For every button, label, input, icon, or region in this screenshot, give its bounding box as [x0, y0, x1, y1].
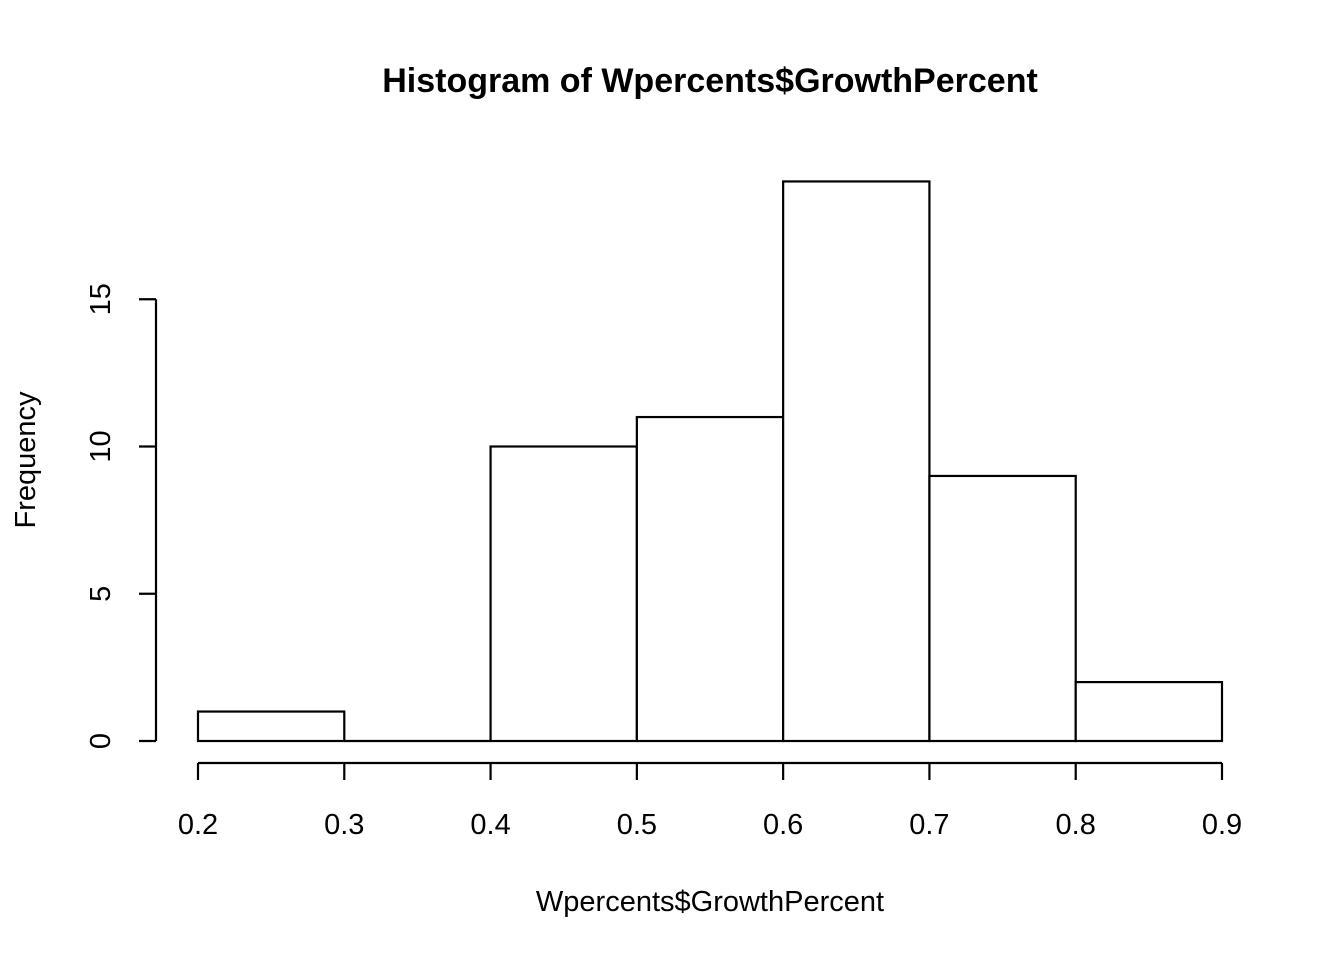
- y-tick-label: 5: [85, 586, 117, 602]
- histogram-bar: [489, 445, 638, 743]
- x-tick-label: 0.3: [324, 809, 364, 841]
- histogram-bar: [928, 474, 1077, 743]
- x-tick-label: 0.5: [617, 809, 657, 841]
- histogram-bar: [782, 180, 931, 743]
- histogram-bar: [1074, 680, 1224, 743]
- x-tick-label: 0.7: [909, 809, 949, 841]
- bars-group: [196, 180, 1224, 743]
- x-tick-label: 0.9: [1202, 809, 1242, 841]
- x-axis-label: Wpercents$GrowthPercent: [536, 886, 884, 918]
- x-tick-label: 0.4: [470, 809, 510, 841]
- y-axis-label: Frequency: [10, 391, 42, 529]
- x-tick-label: 0.6: [763, 809, 803, 841]
- histogram-bar: [635, 415, 785, 743]
- y-axis: 0 5 10 15: [85, 283, 158, 749]
- x-tick-label: 0.8: [1056, 809, 1096, 841]
- y-tick-label: 15: [85, 283, 117, 315]
- y-tick-label: 0: [85, 733, 117, 749]
- histogram-bar: [196, 710, 346, 743]
- x-axis: 0.2 0.3 0.4 0.5 0.6 0.7 0.8 0.9: [178, 761, 1242, 841]
- y-tick-label: 10: [85, 430, 117, 462]
- x-tick-label: 0.2: [178, 809, 218, 841]
- chart-title: Histogram of Wpercents$GrowthPercent: [382, 62, 1038, 100]
